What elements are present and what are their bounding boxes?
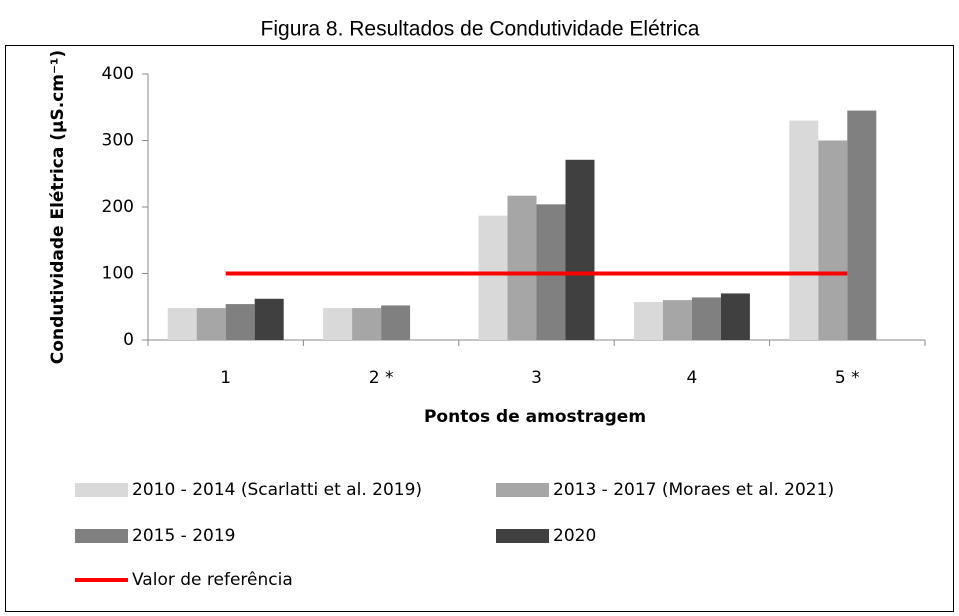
bar [691,297,721,340]
legend-swatch [496,483,549,497]
legend-swatch [75,483,128,497]
bar [225,304,255,340]
legend-swatch [496,529,549,543]
bar [633,302,663,340]
y-tick-label: 100 [102,264,134,284]
x-tick-label: 3 [531,368,542,388]
x-tick-label: 1 [220,368,231,388]
y-tick-label: 0 [123,330,134,350]
x-tick-label: 2 * [369,368,394,388]
legend-label: 2013 - 2017 (Moraes et al. 2021) [553,480,834,500]
bar [789,120,819,340]
x-tick-label: 5 * [835,368,860,388]
bar [720,293,750,340]
legend-label: 2010 - 2014 (Scarlatti et al. 2019) [132,480,422,500]
y-axis-label: Condutividade Elétrica (µS.cm⁻¹) [48,50,68,364]
bar [565,159,595,340]
bar [381,305,411,340]
bar [478,215,508,340]
bar [507,195,537,340]
legend-label: 2020 [553,526,596,546]
x-tick-label: 4 [686,368,697,388]
bar [818,140,848,340]
bar [847,110,877,340]
bar [662,300,692,340]
bar [196,308,226,340]
bar [352,308,382,340]
chart-title: Figura 8. Resultados de Condutividade El… [261,18,700,41]
legend-label: 2015 - 2019 [132,526,235,546]
legend-label: Valor de referência [132,570,293,590]
bar [254,298,284,340]
x-axis-label: Pontos de amostragem [424,407,646,427]
y-tick-label: 300 [102,131,134,151]
bar [167,308,197,340]
y-tick-label: 400 [102,64,134,84]
legend-swatch [75,529,128,543]
bar [323,308,353,340]
y-tick-label: 200 [102,197,134,217]
